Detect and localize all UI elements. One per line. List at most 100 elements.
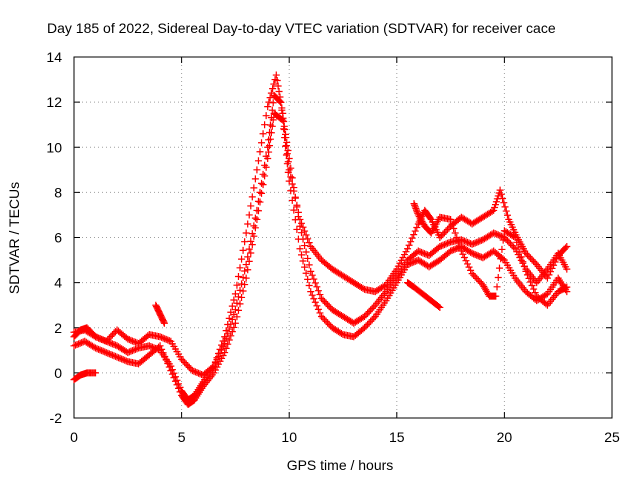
data-point — [493, 283, 501, 291]
data-point — [459, 250, 467, 258]
data-point — [305, 239, 313, 247]
data-point — [448, 246, 456, 254]
data-point — [291, 194, 299, 202]
data-point — [272, 71, 280, 79]
data-point — [108, 340, 116, 348]
data-point — [314, 287, 322, 295]
data-point — [162, 335, 170, 343]
data-point — [222, 344, 230, 352]
data-point — [364, 309, 372, 317]
data-point — [156, 342, 164, 350]
data-point — [324, 319, 332, 327]
data-point — [439, 241, 447, 249]
data-point — [451, 245, 459, 253]
data-point — [299, 223, 307, 231]
data-point — [242, 274, 250, 282]
data-point — [105, 334, 113, 342]
data-point — [254, 157, 262, 165]
data-point — [284, 158, 292, 166]
data-point — [500, 199, 508, 207]
data-point — [467, 248, 475, 256]
data-point — [296, 245, 304, 253]
data-point — [171, 377, 179, 385]
data-point — [307, 267, 315, 275]
data-point — [294, 235, 302, 243]
data-point — [424, 251, 432, 259]
axis-ticks: 0 5 10 15 20 25 -2 0 2 4 6 8 10 12 14 — [46, 49, 620, 445]
data-point — [474, 276, 482, 284]
data-point — [262, 112, 270, 120]
data-point — [416, 248, 424, 256]
data-point — [245, 245, 253, 253]
data-point — [281, 126, 289, 134]
data-point — [553, 255, 561, 263]
data-point — [160, 319, 168, 327]
data-point — [224, 321, 232, 329]
data-point — [293, 201, 301, 209]
data-point — [228, 302, 236, 310]
data-point — [96, 335, 104, 343]
data-point — [264, 155, 272, 163]
data-point — [308, 291, 316, 299]
data-point — [245, 257, 253, 265]
data-point — [305, 282, 313, 290]
data-point — [133, 339, 141, 347]
data-point — [436, 303, 444, 311]
x-tick-label: 25 — [604, 429, 620, 445]
data-point — [254, 197, 262, 205]
data-point — [112, 352, 120, 360]
data-point — [128, 347, 136, 355]
data-point — [531, 259, 539, 267]
data-point — [107, 351, 115, 359]
data-point — [124, 335, 132, 343]
data-point — [250, 184, 258, 192]
y-tick-label: 10 — [46, 139, 62, 155]
x-tick-label: 20 — [497, 429, 513, 445]
data-point — [96, 346, 104, 354]
data-point — [230, 323, 238, 331]
data-point — [228, 328, 236, 336]
data-point — [164, 336, 172, 344]
data-point — [511, 234, 519, 241]
data-point — [107, 339, 115, 347]
data-point — [118, 355, 126, 363]
data-point — [361, 324, 369, 332]
data-point — [410, 200, 418, 208]
data-point — [110, 329, 118, 337]
data-point — [198, 370, 206, 378]
data-point — [367, 306, 375, 314]
data-point — [473, 238, 481, 246]
data-point — [297, 219, 305, 227]
data-point — [248, 193, 256, 201]
data-point — [130, 338, 138, 346]
data-point — [266, 135, 274, 143]
data-point — [301, 242, 309, 250]
data-point — [473, 274, 481, 282]
data-point — [277, 98, 285, 106]
data-point — [238, 255, 246, 263]
data-point — [294, 208, 302, 216]
data-point — [160, 318, 168, 326]
data-point — [288, 174, 296, 182]
data-point — [293, 225, 301, 233]
data-point — [405, 241, 413, 249]
data-point — [261, 172, 269, 180]
data-point — [265, 148, 273, 156]
data-point — [474, 252, 482, 260]
data-point — [563, 265, 571, 273]
data-point — [251, 214, 259, 222]
data-point — [116, 354, 124, 362]
data-point — [523, 251, 531, 259]
data-point — [501, 203, 509, 211]
data-point — [530, 257, 538, 265]
data-point — [268, 106, 276, 114]
data-point — [301, 263, 309, 271]
data-point — [234, 273, 242, 281]
data-point — [325, 302, 333, 310]
data-point — [167, 367, 175, 375]
y-tick-label: 0 — [54, 365, 62, 381]
data-point — [98, 347, 106, 355]
data-point — [279, 109, 287, 117]
data-point — [499, 194, 507, 202]
data-point — [462, 257, 470, 265]
